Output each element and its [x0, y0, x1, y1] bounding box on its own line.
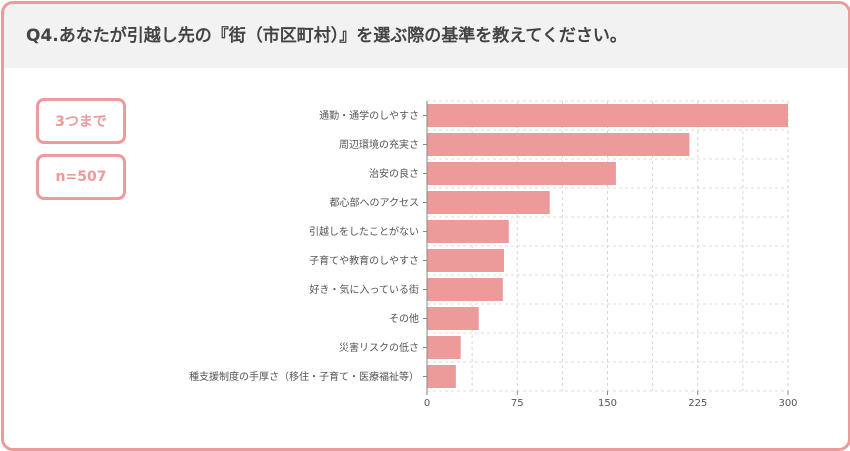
category-label: 好き・気に入っている街: [310, 283, 420, 296]
category-label: 通勤・通学のしやすさ: [319, 109, 419, 122]
x-tick-label: 150: [598, 398, 617, 409]
bar: [427, 278, 503, 301]
bar: [427, 365, 456, 388]
bar: [427, 336, 461, 359]
category-label: 種支援制度の手厚さ（移住・子育て・医療福祉等）: [189, 370, 419, 383]
category-label: 周辺環境の充実さ: [339, 138, 419, 151]
category-label: 都心部へのアクセス: [330, 196, 420, 209]
x-tick-label: 75: [511, 398, 524, 409]
chart-bars: [427, 104, 788, 388]
bar: [427, 307, 479, 330]
category-labels: 通勤・通学のしやすさ周辺環境の充実さ治安の良さ都心部へのアクセス引越しをしたこと…: [189, 109, 427, 383]
question-header: Q4.あなたが引越し先の『街（市区町村）』を選ぶ際の基準を教えてください。: [4, 4, 848, 68]
category-label: 子育てや教育のしやすさ: [309, 254, 419, 267]
x-tick-label: 300: [778, 398, 797, 409]
category-label: 災害リスクの低さ: [339, 341, 419, 354]
category-label: その他: [389, 312, 419, 325]
bar: [427, 220, 509, 243]
choice-limit-badge: 3つまで: [36, 98, 126, 144]
bar: [427, 191, 550, 214]
x-tick-labels: 0 75 150 225 300: [424, 391, 798, 409]
bar: [427, 249, 505, 272]
x-tick-label: 0: [424, 398, 430, 409]
sample-size-badge: n=507: [36, 154, 126, 200]
category-label: 引越しをしたことがない: [309, 225, 419, 238]
bar: [427, 133, 690, 156]
chart-grid: [427, 100, 789, 392]
question-title: Q4.あなたが引越し先の『街（市区町村）』を選ぶ際の基準を教えてください。: [26, 26, 627, 46]
category-label: 治安の良さ: [369, 167, 419, 180]
bar: [427, 162, 616, 185]
bar: [427, 104, 788, 127]
x-tick-label: 225: [688, 398, 707, 409]
